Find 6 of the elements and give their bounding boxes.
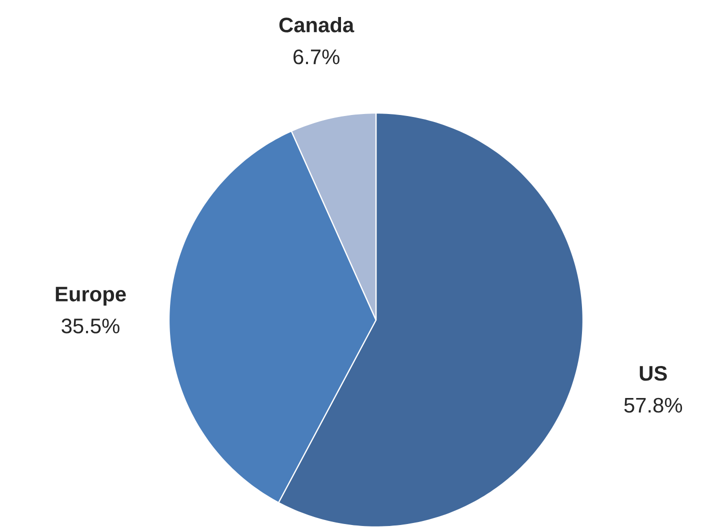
slice-label: Europe bbox=[56, 286, 126, 306]
slice-label: Canada bbox=[279, 17, 354, 32]
slice-label: US bbox=[640, 366, 667, 381]
data-label: 57.8% bbox=[624, 398, 682, 413]
data-label: 35.5% bbox=[62, 318, 120, 334]
data-label: 6.7% bbox=[294, 49, 340, 64]
